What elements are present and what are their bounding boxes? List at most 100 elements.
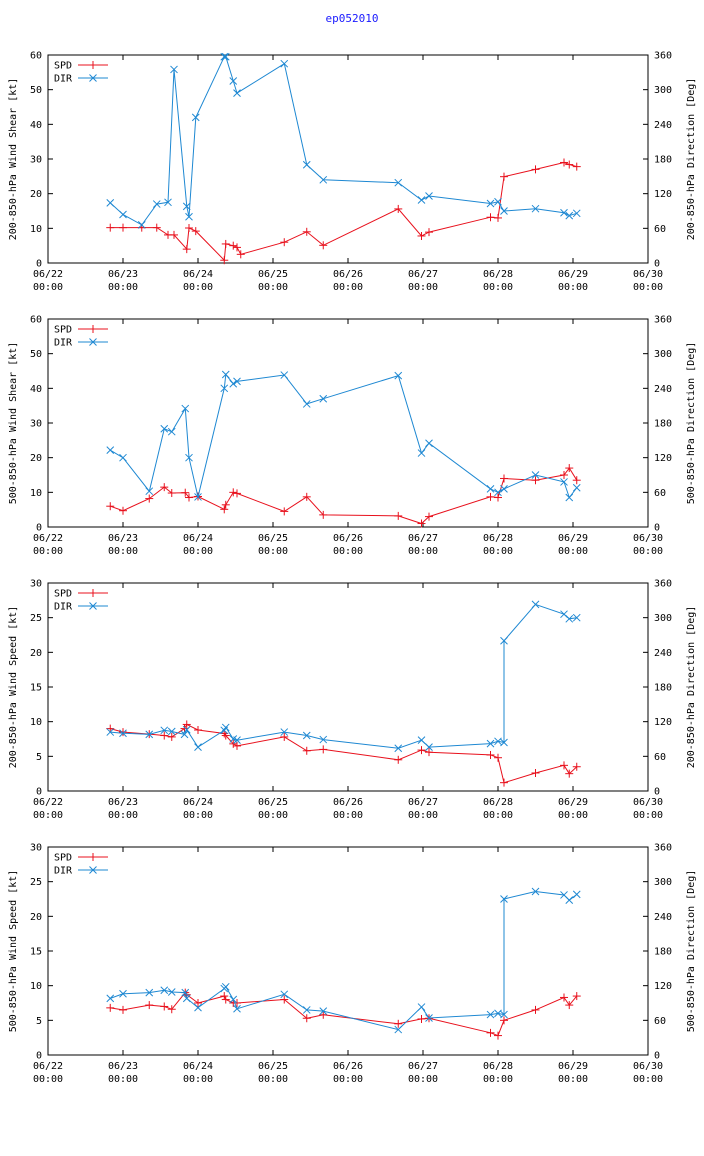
y-tick-label: 30 xyxy=(30,579,42,590)
dir-point-marker xyxy=(500,738,508,747)
dir-point-marker xyxy=(302,400,311,408)
dir-marker-b xyxy=(319,175,328,184)
spd-point-marker xyxy=(565,464,574,473)
dir-point-marker xyxy=(494,737,502,746)
spd-point-marker xyxy=(302,746,311,755)
dir-marker-b xyxy=(119,453,127,462)
dir-marker-b xyxy=(572,890,581,899)
dir-marker-b xyxy=(302,160,311,169)
spd-point-marker xyxy=(394,755,403,764)
dir-marker-b xyxy=(119,210,127,219)
spd-point-marker xyxy=(106,724,115,733)
dir-point-marker xyxy=(194,1003,202,1012)
x-tick-label-time: 00:00 xyxy=(33,282,63,293)
dir-point-marker xyxy=(145,730,154,739)
dir-point-marker xyxy=(185,453,193,462)
dir-point-marker xyxy=(119,210,127,219)
x-tick-label-time: 00:00 xyxy=(558,810,588,821)
dir-marker-b xyxy=(280,728,289,736)
x-tick-label-date: 06/30 xyxy=(633,269,663,280)
chart-panel-4: 05101520253006012018024030036006/2200:00… xyxy=(8,843,697,1086)
dir-point-marker xyxy=(233,89,241,97)
dir-marker-b xyxy=(302,731,311,740)
dir-point-marker xyxy=(486,485,495,493)
dir-marker-b xyxy=(572,209,581,218)
dir-marker-b xyxy=(233,377,241,386)
page-title: ep052010 xyxy=(325,12,379,25)
spd-point-marker xyxy=(494,753,502,762)
dir-marker-b xyxy=(229,379,238,388)
dir-point-marker xyxy=(229,77,238,85)
spd-point-marker xyxy=(280,732,289,741)
x-tick-label-date: 06/24 xyxy=(183,1061,213,1072)
spd-point-marker xyxy=(565,769,574,778)
dir-marker-b xyxy=(164,198,172,207)
y-tick-label: 10 xyxy=(30,981,42,992)
dir-point-marker xyxy=(531,471,540,479)
dir-point-marker xyxy=(572,483,581,492)
x-tick-label-date: 06/22 xyxy=(33,533,63,544)
dir-point-marker xyxy=(280,990,289,999)
x-tick-label-date: 06/28 xyxy=(483,797,513,808)
spd-point-marker xyxy=(494,1031,502,1040)
x-tick-label-date: 06/26 xyxy=(333,797,363,808)
dir-point-marker xyxy=(572,890,581,899)
x-tick-label-date: 06/29 xyxy=(558,533,588,544)
x-tick-label-time: 00:00 xyxy=(483,810,513,821)
dir-point-marker xyxy=(167,988,176,996)
legend-label-spd: SPD xyxy=(54,853,72,864)
series-line-dir xyxy=(110,890,578,1031)
y2-tick-label: 60 xyxy=(654,1016,666,1027)
spd-point-marker xyxy=(572,992,581,1001)
y2-tick-label: 240 xyxy=(654,120,672,131)
dir-marker-b xyxy=(302,400,311,408)
dir-marker-b xyxy=(167,427,176,436)
dir-marker-b xyxy=(182,994,191,1003)
dir-marker-b xyxy=(565,614,574,623)
dir-point-marker xyxy=(119,729,127,738)
x-tick-label-date: 06/27 xyxy=(408,533,438,544)
spd-point-marker xyxy=(167,489,176,498)
y2-tick-label: 360 xyxy=(654,579,672,590)
spd-point-marker xyxy=(220,256,229,265)
spd-point-marker xyxy=(302,227,311,236)
spd-point-marker xyxy=(106,223,115,232)
spd-point-marker xyxy=(486,492,495,501)
dir-marker-b xyxy=(560,478,568,486)
y2-tick-label: 240 xyxy=(654,384,672,395)
spd-point-marker xyxy=(572,476,581,485)
legend-label-spd: SPD xyxy=(54,589,72,600)
dir-point-marker xyxy=(89,866,97,874)
dir-point-marker xyxy=(106,994,115,1003)
dir-point-marker xyxy=(160,986,169,995)
x-tick-label-date: 06/28 xyxy=(483,533,513,544)
legend-label-spd: SPD xyxy=(54,61,72,72)
x-tick-label-date: 06/27 xyxy=(408,1061,438,1072)
y-tick-label: 30 xyxy=(30,419,42,430)
y-tick-label: 0 xyxy=(36,259,42,270)
dir-point-marker xyxy=(319,175,328,184)
x-tick-label-time: 00:00 xyxy=(108,282,138,293)
spd-point-marker xyxy=(486,750,495,759)
chart-panel-1: 0 10 20 30 40 50 60 0 60 120 180 240 300 360 06/22 00:0… xyxy=(8,51,697,294)
dir-point-marker xyxy=(220,384,229,393)
spd-point-marker xyxy=(160,731,169,740)
dir-point-marker xyxy=(229,379,238,388)
spd-point-marker xyxy=(280,238,289,247)
x-tick-label-date: 06/23 xyxy=(108,797,138,808)
y2-tick-label: 60 xyxy=(654,752,666,763)
x-tick-label-date: 06/22 xyxy=(33,269,63,280)
x-tick-label-time: 00:00 xyxy=(108,1074,138,1085)
dir-marker-b xyxy=(182,202,191,211)
dir-point-marker xyxy=(145,487,154,496)
dir-point-marker xyxy=(194,743,202,751)
dir-point-marker xyxy=(89,338,97,346)
x-tick-label-date: 06/28 xyxy=(483,1061,513,1072)
dir-point-marker xyxy=(417,449,426,457)
y2-tick-label: 0 xyxy=(654,259,660,270)
spd-point-marker xyxy=(417,746,426,755)
dir-point-marker xyxy=(181,988,190,997)
dir-marker-b xyxy=(185,212,193,221)
dir-marker-b xyxy=(160,424,169,433)
spd-point-marker xyxy=(302,1014,311,1023)
